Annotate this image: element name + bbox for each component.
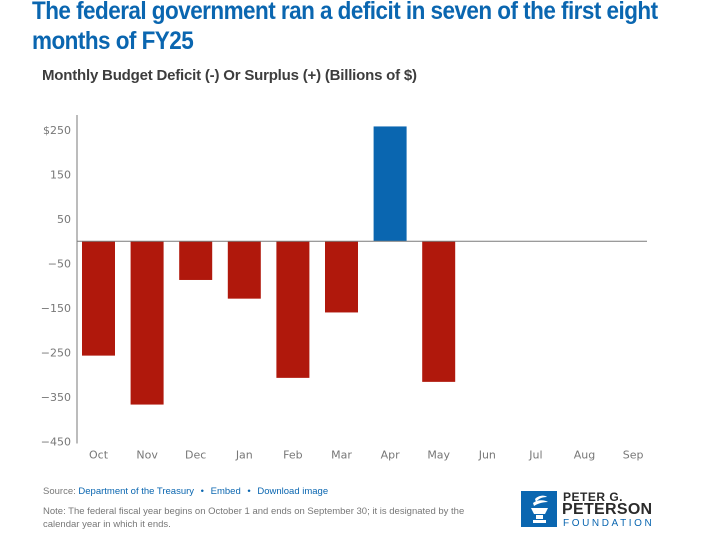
source-link[interactable]: Department of the Treasury [78, 486, 195, 497]
bar-jan[interactable] [227, 241, 261, 299]
bar-mar[interactable] [325, 241, 358, 313]
logo-line-2: PETERSON [562, 501, 653, 518]
embed-link[interactable]: Embed [210, 486, 241, 497]
y-tick-label: 50 [57, 213, 71, 226]
x-tick-label: Apr [381, 449, 401, 462]
y-tick-label: $250 [43, 124, 71, 137]
bars [82, 126, 456, 405]
separator: • [247, 486, 251, 497]
download-image-link[interactable]: Download image [257, 486, 329, 497]
y-tick-label: −350 [41, 391, 71, 404]
bar-dec[interactable] [179, 241, 213, 280]
x-tick-label: Feb [283, 449, 302, 462]
bar-oct[interactable] [82, 241, 115, 356]
footnote: Note: The federal fiscal year begins on … [43, 506, 465, 530]
peterson-foundation-logo[interactable]: PETER G. PETERSON FOUNDATION [521, 490, 681, 529]
footer-source: Source: Department of the Treasury • Emb… [43, 486, 328, 497]
y-tick-label: −150 [41, 302, 71, 315]
chart-title: The federal government ran a deficit in … [32, 0, 658, 55]
logo-line-1: PETER G. [563, 490, 624, 504]
x-tick-label: Mar [331, 449, 352, 462]
x-tick-label: Jan [235, 449, 253, 462]
x-tick-label: Oct [89, 449, 109, 462]
bar-feb[interactable] [276, 241, 310, 378]
y-tick-label: −50 [48, 258, 71, 271]
y-tick-label: −450 [41, 436, 71, 449]
x-axis-ticks: Oct Nov Dec Jan Feb Mar Apr May Jun Jul Aug Sep [89, 449, 643, 462]
x-tick-label: Dec [185, 449, 206, 462]
x-tick-label: Aug [574, 449, 595, 462]
x-tick-label: Jul [528, 449, 542, 462]
bar-apr[interactable] [373, 126, 407, 242]
y-axis-ticks: $250 150 50 −50 −150 −250 −350 −450 [41, 124, 71, 449]
chart-subtitle: Monthly Budget Deficit (-) Or Surplus (+… [42, 67, 417, 84]
source-label: Source: [43, 486, 76, 497]
x-tick-label: May [427, 449, 450, 462]
bar-may[interactable] [422, 241, 456, 382]
y-tick-label: 150 [50, 169, 71, 182]
logo-line-3: FOUNDATION [563, 518, 655, 529]
x-tick-label: Sep [623, 449, 644, 462]
separator: • [200, 486, 204, 497]
x-tick-label: Jun [478, 449, 496, 462]
bar-chart: $250 150 50 −50 −150 −250 −350 −450 Oct Nov Dec Ja… [41, 115, 647, 462]
y-tick-label: −250 [41, 347, 71, 360]
torch-icon [521, 491, 557, 527]
bar-nov[interactable] [130, 241, 164, 405]
x-tick-label: Nov [136, 449, 158, 462]
